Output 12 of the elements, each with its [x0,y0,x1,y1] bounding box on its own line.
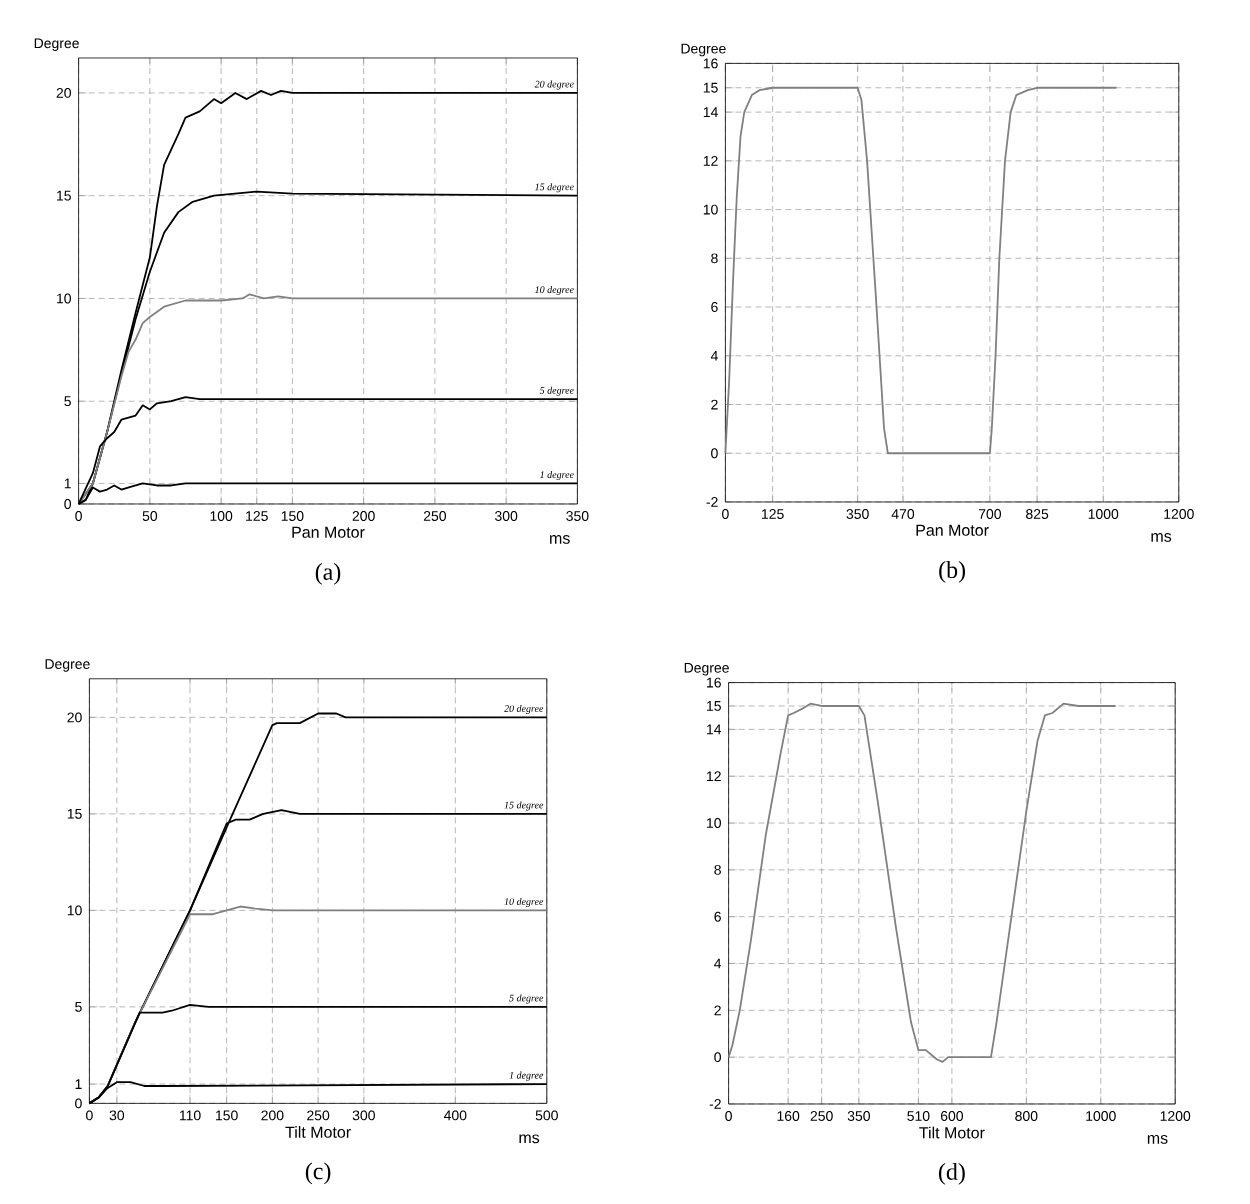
x-axis-title: Tilt Motor [919,1126,985,1139]
x-axis-title: Tilt Motor [285,1126,351,1138]
text: (c) [305,1162,331,1185]
text: ms [1147,1135,1168,1144]
x-axis-title: Pan Motor [916,524,989,536]
text: ms [550,535,570,544]
text: (a) [315,563,341,585]
text: ms [1151,533,1172,542]
text: ms [519,1134,540,1144]
text: (b) [939,561,966,583]
x-axis-title: Pan Motor [292,526,365,538]
text: (d) [938,1163,965,1185]
